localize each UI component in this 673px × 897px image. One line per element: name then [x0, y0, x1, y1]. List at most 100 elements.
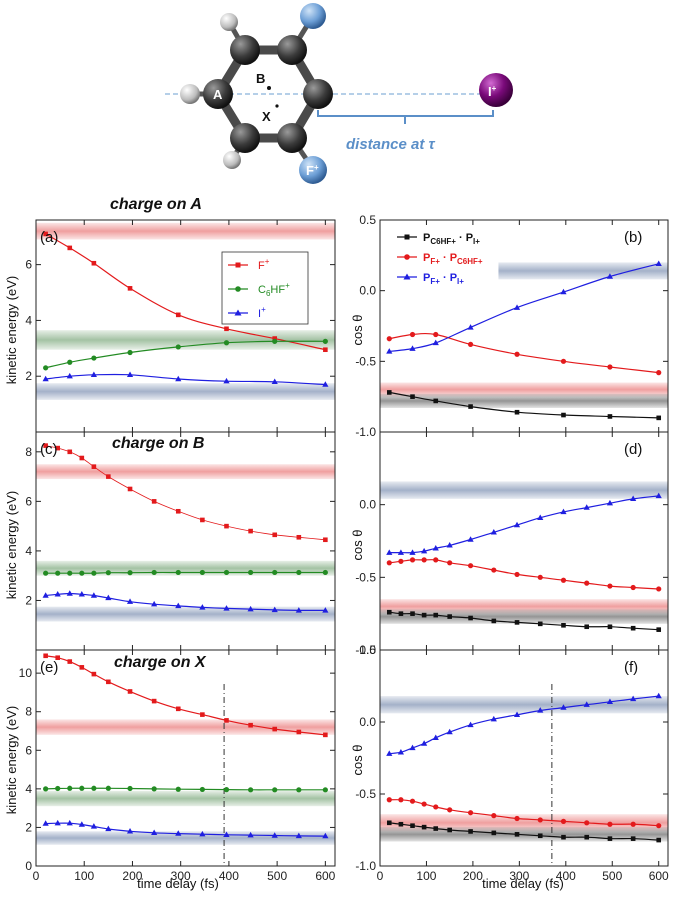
data-point-square — [200, 712, 205, 717]
data-point-square — [151, 499, 157, 504]
data-point-circle — [656, 370, 662, 376]
panel-label: (c) — [40, 441, 58, 458]
data-point-circle — [630, 584, 636, 591]
panel-b: -1.0 -0.5 0.0 0.5 (b) — [355, 213, 669, 439]
data-point-circle — [248, 787, 254, 793]
data-point-triangle — [54, 590, 61, 597]
x-tick-label: 0 — [33, 869, 40, 883]
data-point-circle — [409, 798, 416, 804]
data-point-circle — [409, 331, 416, 338]
shaded-band-band_red — [36, 222, 335, 240]
data-point-circle — [91, 785, 97, 791]
legend-panel-a: F+ C6HF+ I+ — [221, 251, 309, 325]
x-tick-label: 300 — [171, 869, 191, 883]
data-point-triangle — [223, 377, 230, 384]
x-tick-label: 100 — [74, 869, 94, 883]
data-point-triangle — [513, 521, 521, 528]
series-line — [389, 263, 659, 352]
data-point-triangle — [66, 819, 73, 826]
legend-marker-c6hf-i — [404, 234, 410, 240]
y-tick-label: -1.0 — [355, 425, 376, 439]
data-point-circle — [584, 820, 590, 826]
data-point-triangle — [322, 832, 329, 839]
data-point-triangle — [537, 707, 544, 713]
data-point-square — [272, 726, 278, 732]
plot-area — [36, 653, 335, 866]
x-tick-label: 200 — [122, 869, 142, 883]
data-point-triangle — [409, 744, 416, 751]
data-point-square — [296, 729, 302, 735]
data-point-square — [296, 534, 302, 540]
shaded-band-band_blue — [36, 606, 335, 622]
data-point-square — [468, 615, 473, 621]
data-point-circle — [433, 804, 439, 810]
ylabel-b: cos θ — [350, 314, 365, 345]
data-point-square — [398, 821, 404, 827]
y-tick-label: 0.0 — [359, 715, 376, 729]
data-point-triangle — [66, 372, 73, 379]
data-point-circle — [491, 567, 497, 573]
carbon-atom — [277, 35, 307, 65]
y-tick-label: 4 — [25, 544, 32, 558]
data-point-circle — [223, 340, 230, 346]
data-point-triangle — [42, 820, 49, 826]
data-point-circle — [127, 349, 133, 356]
data-point-square — [91, 464, 97, 469]
plot-area — [36, 222, 335, 400]
data-point-circle — [296, 569, 302, 576]
plot-area — [380, 481, 668, 632]
fluorine-atom — [300, 3, 326, 29]
data-point-triangle — [560, 288, 567, 295]
xlabel-right: time delay (fs) — [482, 876, 564, 891]
data-point-circle — [630, 821, 636, 827]
data-point-circle — [272, 338, 278, 344]
y-tick-label: 4 — [25, 313, 32, 327]
data-point-square — [175, 706, 181, 712]
data-point-triangle — [271, 378, 278, 384]
data-point-triangle — [583, 504, 590, 510]
legend-marker-f — [235, 262, 241, 268]
data-point-square — [272, 532, 278, 538]
shaded-band-band_gray — [380, 609, 668, 624]
data-point-square — [43, 231, 48, 237]
data-point-square — [248, 722, 253, 728]
y-tick-label: -0.5 — [355, 570, 376, 584]
data-point-square — [421, 824, 427, 830]
data-point-circle — [421, 801, 427, 807]
data-point-circle — [79, 570, 85, 576]
data-point-triangle — [583, 701, 590, 707]
shaded-band-band_blue — [36, 383, 335, 400]
molecule-diagram: F+ A B X I+ distance at τ — [165, 3, 513, 184]
panel-label: (b) — [624, 229, 642, 246]
data-point-triangle — [432, 734, 439, 741]
y-tick-label: -0.5 — [355, 354, 376, 368]
data-point-circle — [560, 358, 567, 364]
data-point-circle — [467, 563, 474, 569]
data-point-circle — [105, 785, 111, 791]
data-point-triangle — [432, 544, 439, 551]
shaded-band-band_blue — [498, 262, 668, 280]
x-tick-label: 400 — [219, 869, 239, 883]
data-point-square — [175, 508, 181, 514]
legend-label-f-i: PF+ · PI+ — [423, 272, 464, 286]
data-point-circle — [67, 785, 73, 791]
data-point-triangle — [630, 695, 637, 702]
data-point-square — [248, 528, 253, 534]
panel-label: (d) — [624, 441, 642, 458]
data-point-square — [151, 698, 157, 704]
data-point-triangle — [271, 606, 278, 613]
legend-label-i: I+ — [258, 305, 266, 320]
panel-d: -1.0 -0.5 0.0 (d) — [355, 431, 669, 657]
data-point-triangle — [432, 339, 439, 346]
data-point-square — [67, 245, 73, 251]
data-point-square — [55, 655, 61, 661]
x-tick-label: 400 — [556, 869, 576, 883]
plot-area — [380, 684, 668, 866]
x-tick-label: 100 — [416, 869, 436, 883]
data-point-circle — [322, 569, 328, 576]
data-point-triangle — [175, 375, 182, 382]
data-point-triangle — [247, 831, 254, 838]
y-tick-label: 2 — [25, 593, 32, 607]
data-point-triangle — [386, 750, 393, 756]
